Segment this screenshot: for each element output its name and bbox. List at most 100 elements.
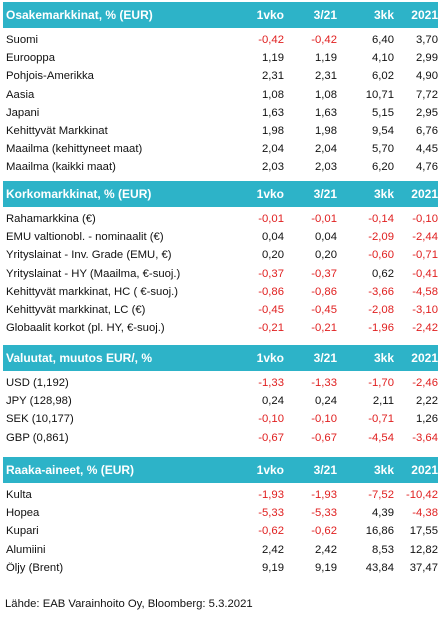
column-header: 3/21 bbox=[313, 8, 337, 22]
value-cell: 1,08 bbox=[262, 88, 284, 101]
value-cell: 8,53 bbox=[372, 543, 394, 556]
value-cell: -0,21 bbox=[258, 322, 284, 335]
value-cell: -2,09 bbox=[368, 231, 394, 244]
value-cell: -0,01 bbox=[311, 213, 337, 226]
value-cell: 1,63 bbox=[262, 106, 284, 119]
table-row: Aasia 1,08 1,08 10,71 7,72 bbox=[3, 86, 438, 104]
value-cell: 2,42 bbox=[262, 543, 284, 556]
row-label: Alumiini bbox=[6, 543, 46, 556]
table-row: USD (1,192) -1,33 -1,33 -1,70 -2,46 bbox=[3, 374, 438, 392]
value-cell: 2,03 bbox=[262, 161, 284, 174]
value-cell: -4,54 bbox=[368, 431, 394, 444]
value-cell: 0,04 bbox=[262, 231, 284, 244]
value-cell: -3,10 bbox=[412, 304, 438, 317]
value-cell: 6,76 bbox=[416, 125, 438, 138]
value-cell: 2,03 bbox=[315, 161, 337, 174]
value-cell: -0,10 bbox=[258, 413, 284, 426]
value-cell: -0,62 bbox=[311, 525, 337, 538]
column-header: 3kk bbox=[373, 351, 394, 365]
section-header: Korkomarkkinat, % (EUR) 1vko 3/21 3kk 2021 bbox=[3, 181, 438, 207]
section-table: Valuutat, muutos EUR/, % 1vko 3/21 3kk 2021 U… bbox=[3, 345, 438, 447]
value-cell: -7,52 bbox=[368, 489, 394, 502]
value-cell: -1,33 bbox=[311, 377, 337, 390]
value-cell: -0,45 bbox=[258, 304, 284, 317]
value-cell: 0,62 bbox=[372, 267, 394, 280]
column-header: 3/21 bbox=[313, 351, 337, 365]
value-cell: 5,70 bbox=[372, 143, 394, 156]
value-cell: -5,33 bbox=[258, 507, 284, 520]
value-cell: 6,20 bbox=[372, 161, 394, 174]
value-cell: -0,42 bbox=[258, 34, 284, 47]
value-cell: -4,58 bbox=[412, 285, 438, 298]
value-cell: -1,93 bbox=[311, 489, 337, 502]
value-cell: -1,93 bbox=[258, 489, 284, 502]
value-cell: 2,42 bbox=[315, 543, 337, 556]
row-label: Maailma (kaikki maat) bbox=[6, 161, 116, 174]
value-cell: -1,33 bbox=[258, 377, 284, 390]
table-row: Kehittyvät markkinat, HC ( €-suoj.) -0,86… bbox=[3, 283, 438, 301]
value-cell: -0,60 bbox=[368, 249, 394, 262]
value-cell: -0,71 bbox=[368, 413, 394, 426]
value-cell: -0,86 bbox=[311, 285, 337, 298]
value-cell: 0,04 bbox=[315, 231, 337, 244]
value-cell: 1,26 bbox=[416, 413, 438, 426]
table-row: EMU valtionobl. - nominaalit (€) 0,04 0,04… bbox=[3, 228, 438, 246]
column-header: 2021 bbox=[411, 187, 438, 201]
table-row: Yrityslainat - HY (Maailma, €-suoj.) -0,3… bbox=[3, 265, 438, 283]
value-cell: 2,22 bbox=[416, 395, 438, 408]
value-cell: 4,76 bbox=[416, 161, 438, 174]
value-cell: -0,10 bbox=[412, 213, 438, 226]
value-cell: -1,96 bbox=[368, 322, 394, 335]
value-cell: -0,37 bbox=[311, 267, 337, 280]
column-header: 2021 bbox=[411, 8, 438, 22]
table-row: Suomi -0,42 -0,42 6,40 3,70 bbox=[3, 31, 438, 49]
table-row: Öljy (Brent) 9,19 9,19 43,84 37,47 bbox=[3, 559, 438, 577]
value-cell: -0,71 bbox=[412, 249, 438, 262]
value-cell: 17,55 bbox=[409, 525, 438, 538]
column-header: 1vko bbox=[256, 463, 284, 477]
row-label: Hopea bbox=[6, 507, 40, 520]
value-cell: -2,46 bbox=[412, 377, 438, 390]
column-header: 1vko bbox=[256, 8, 284, 22]
value-cell: 16,86 bbox=[365, 525, 394, 538]
table-row: Kulta -1,93 -1,93 -7,52 -10,42 bbox=[3, 486, 438, 504]
value-cell: 0,24 bbox=[262, 395, 284, 408]
value-cell: -0,01 bbox=[258, 213, 284, 226]
value-cell: -0,37 bbox=[258, 267, 284, 280]
section-header: Valuutat, muutos EUR/, % 1vko 3/21 3kk 2021 bbox=[3, 345, 438, 371]
row-label: Japani bbox=[6, 106, 40, 119]
row-label: JPY (128,98) bbox=[6, 395, 72, 408]
row-label: Suomi bbox=[6, 34, 39, 47]
value-cell: 10,71 bbox=[365, 88, 394, 101]
table-row: Maailma (kehittyneet maat) 2,04 2,04 5,70 4,… bbox=[3, 140, 438, 158]
row-label: Maailma (kehittyneet maat) bbox=[6, 143, 143, 156]
row-label: Yrityslainat - HY (Maailma, €-suoj.) bbox=[6, 267, 181, 280]
row-label: Kehittyvät Markkinat bbox=[6, 125, 108, 138]
value-cell: 0,20 bbox=[262, 249, 284, 262]
column-header: 3kk bbox=[373, 187, 394, 201]
table-row: Japani 1,63 1,63 5,15 2,95 bbox=[3, 104, 438, 122]
value-cell: -0,14 bbox=[368, 213, 394, 226]
value-cell: 9,19 bbox=[262, 561, 284, 574]
value-cell: -2,42 bbox=[412, 322, 438, 335]
source-note: Lähde: EAB Varainhoito Oy, Bloomberg: 5.… bbox=[5, 598, 253, 610]
value-cell: 1,98 bbox=[315, 125, 337, 138]
value-cell: 5,15 bbox=[372, 106, 394, 119]
row-label: GBP (0,861) bbox=[6, 431, 69, 444]
row-label: Öljy (Brent) bbox=[6, 561, 64, 574]
value-cell: 1,08 bbox=[315, 88, 337, 101]
value-cell: -10,42 bbox=[405, 489, 438, 502]
table-row: Globaalit korkot (pl. HY, €-suoj.) -0,21 -… bbox=[3, 319, 438, 337]
value-cell: 6,40 bbox=[372, 34, 394, 47]
value-cell: -0,41 bbox=[412, 267, 438, 280]
value-cell: 12,82 bbox=[409, 543, 438, 556]
section-title: Valuutat, muutos EUR/, % bbox=[6, 351, 153, 365]
section-header: Osakemarkkinat, % (EUR) 1vko 3/21 3kk 2021 bbox=[3, 2, 438, 28]
table-row: Yrityslainat - Inv. Grade (EMU, €) 0,20 0,… bbox=[3, 246, 438, 264]
value-cell: 2,04 bbox=[262, 143, 284, 156]
table-row: Eurooppa 1,19 1,19 4,10 2,99 bbox=[3, 49, 438, 67]
table-row: SEK (10,177) -0,10 -0,10 -0,71 1,26 bbox=[3, 410, 438, 428]
table-row: GBP (0,861) -0,67 -0,67 -4,54 -3,64 bbox=[3, 429, 438, 447]
value-cell: -0,45 bbox=[311, 304, 337, 317]
